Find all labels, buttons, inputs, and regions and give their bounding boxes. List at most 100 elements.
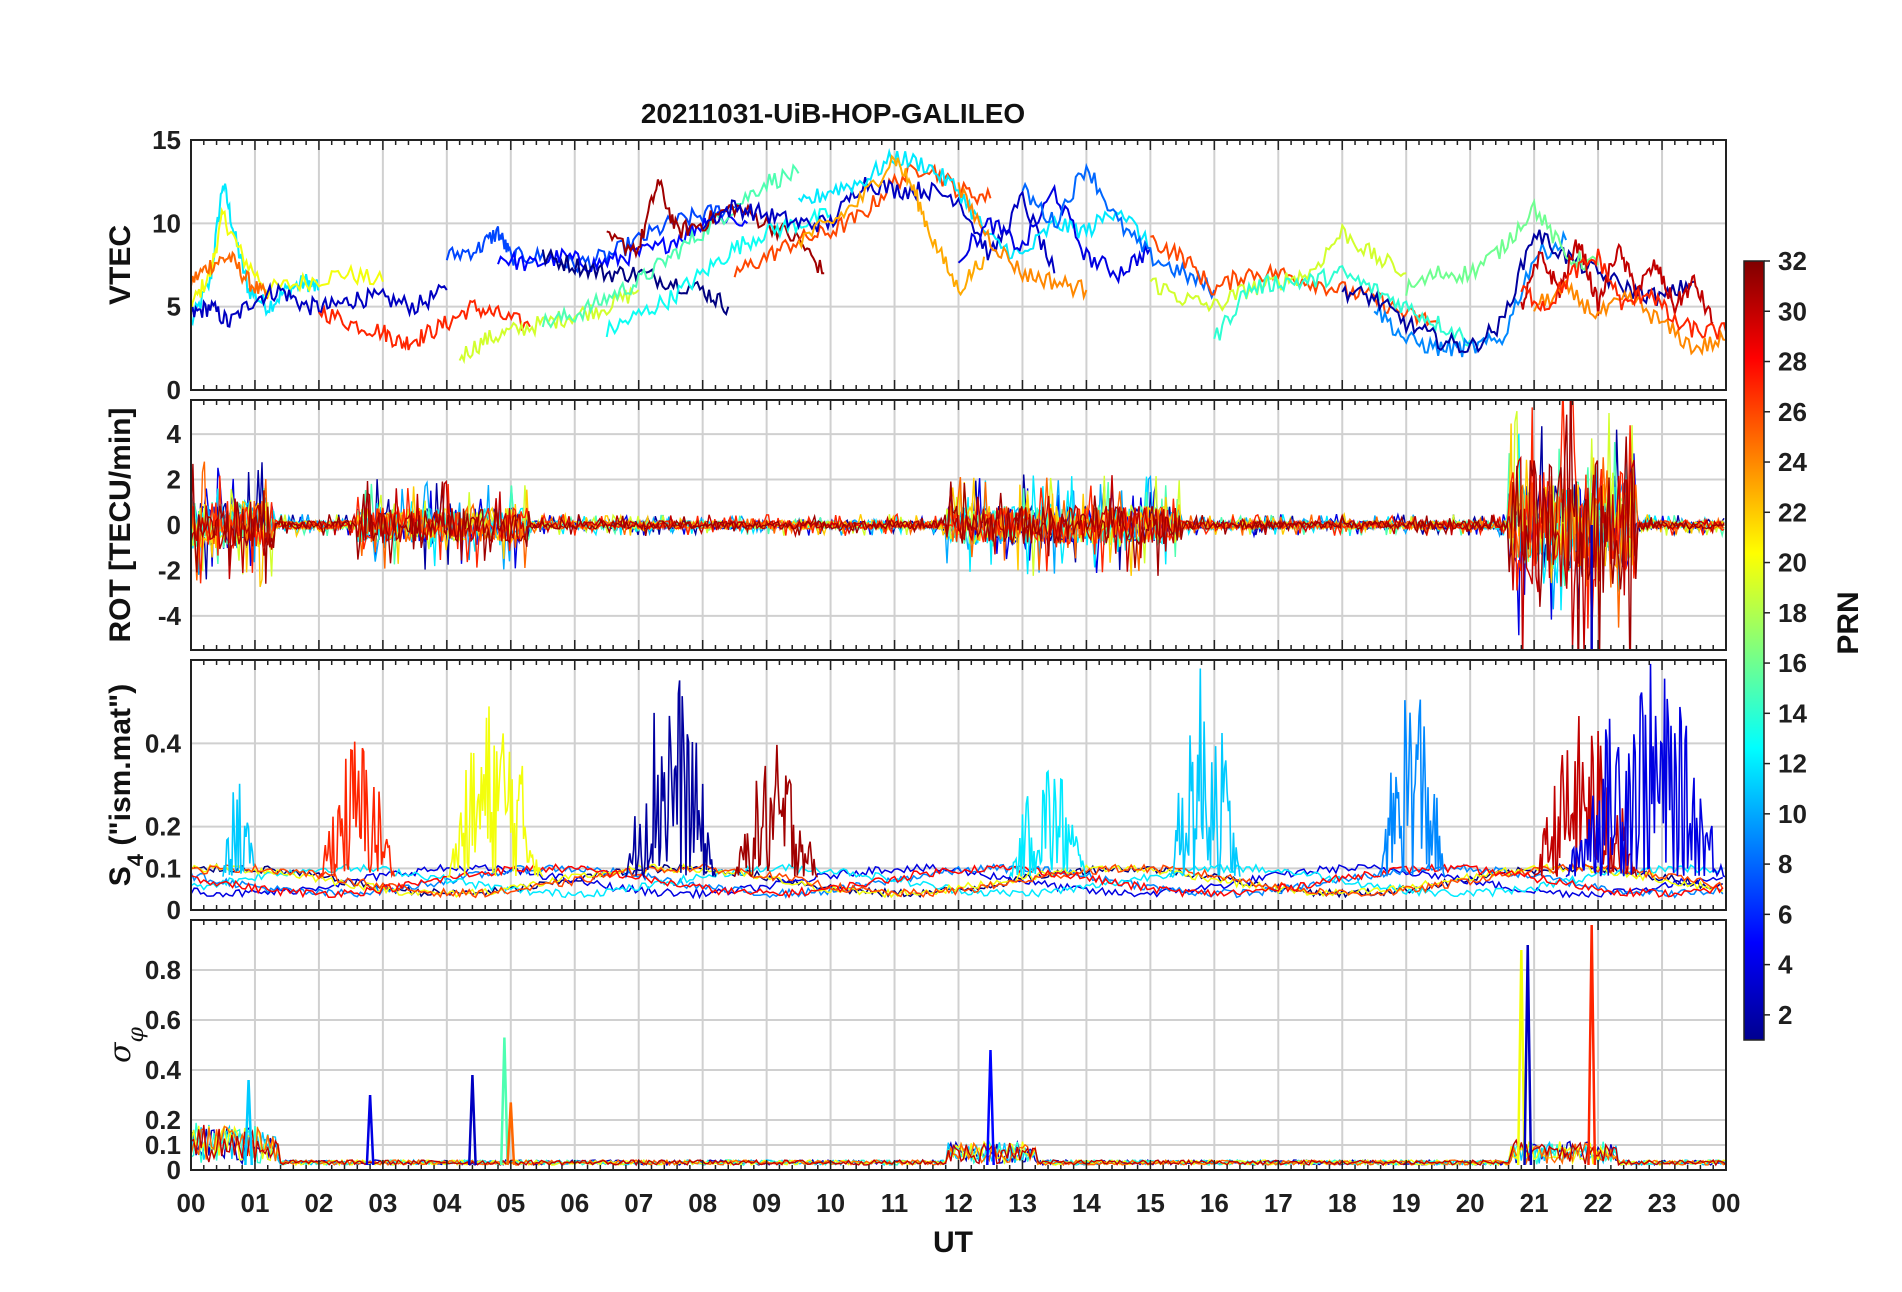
y-tick-label: 2 xyxy=(167,465,181,495)
y-tick-label: 0.6 xyxy=(145,1005,181,1035)
series-line-prn-3 xyxy=(191,282,448,328)
x-tick-label: 07 xyxy=(624,1188,653,1218)
spike-prn-25 xyxy=(506,1102,516,1166)
series-line-prn-13 xyxy=(605,207,832,338)
y-tick-label: 15 xyxy=(152,125,181,155)
colorbar-tick-label: 26 xyxy=(1778,397,1807,427)
panel-vtec: 0 5 10 15 VTEC xyxy=(104,125,1727,405)
series-line-prn-26 xyxy=(733,163,992,278)
x-tick-label: 12 xyxy=(944,1188,973,1218)
series-line-prn-24 xyxy=(1533,279,1726,357)
colorbar-tick-label: 10 xyxy=(1778,799,1807,829)
y-axis-label: S4 ("ism.mat") xyxy=(104,684,148,886)
chart-title: 20211031-UiB-HOP-GALILEO xyxy=(641,98,1025,129)
colorbar-gradient xyxy=(1743,260,1765,1041)
series-line-prn-28 xyxy=(191,863,1724,899)
x-tick-label: 18 xyxy=(1328,1188,1357,1218)
y-tick-label: 4 xyxy=(167,419,182,449)
colorbar-tick-label: 4 xyxy=(1778,950,1793,980)
series-line-prn-31 xyxy=(191,400,1725,650)
x-axis-label: UT xyxy=(933,1226,973,1259)
burst-prn-20 xyxy=(446,706,544,878)
colorbar-tick-label: 2 xyxy=(1778,1000,1792,1030)
series-line-prn-15 xyxy=(541,163,800,329)
colorbar-tick-label: 22 xyxy=(1778,497,1807,527)
y-axis-label: σφ xyxy=(103,1026,149,1062)
x-tick-label: 01 xyxy=(240,1188,269,1218)
y-tick-label: 0 xyxy=(167,1155,181,1185)
plot-area xyxy=(191,147,1726,365)
panel-rot: -4 -2 0 2 4 ROT [TECU/min] xyxy=(104,399,1727,651)
y-axis-label: VTEC xyxy=(104,225,137,305)
colorbar-tick-label: 16 xyxy=(1778,648,1807,678)
gridlines xyxy=(190,139,1727,391)
x-tick-label: 14 xyxy=(1072,1188,1101,1218)
x-tick-label: 15 xyxy=(1136,1188,1165,1218)
y-tick-label: 0 xyxy=(167,895,181,925)
colorbar-tick-label: 20 xyxy=(1778,548,1807,578)
series-line-prn-31 xyxy=(606,178,825,275)
spike-prn-20 xyxy=(1516,949,1526,1166)
colorbar-tick-label: 32 xyxy=(1778,246,1807,276)
spike-prn-27 xyxy=(1587,924,1597,1166)
y-tick-label: 0.1 xyxy=(145,853,181,883)
plot-area xyxy=(191,663,1726,900)
series-line-prn-25 xyxy=(191,250,269,300)
x-tick-label: 10 xyxy=(816,1188,845,1218)
x-tick-label: 00 xyxy=(177,1188,206,1218)
x-tick-label: 09 xyxy=(752,1188,781,1218)
x-tick-label: 02 xyxy=(304,1188,333,1218)
x-tick-label: 08 xyxy=(688,1188,717,1218)
series-line-prn-9 xyxy=(191,863,1724,900)
series-line-prn-26 xyxy=(191,862,1724,899)
series-line-prn-12 xyxy=(797,147,1151,260)
series-line-prn-2 xyxy=(1341,229,1695,354)
colorbar-tick-label: 30 xyxy=(1778,296,1807,326)
spike-prn-5 xyxy=(986,1049,995,1166)
y-tick-label: 0 xyxy=(167,375,181,405)
burst-prn-2 xyxy=(625,680,717,880)
x-tick-label: 17 xyxy=(1264,1188,1293,1218)
colorbar-tick-label: 24 xyxy=(1778,447,1807,477)
series-line-prn-19 xyxy=(458,286,640,365)
colorbar-label: PRN xyxy=(1832,591,1865,654)
y-tick-label: 0.2 xyxy=(145,1105,181,1135)
colorbar-tick-label: 14 xyxy=(1778,698,1807,728)
series-line-prn-1 xyxy=(541,248,730,316)
x-tick-label: 13 xyxy=(1008,1188,1037,1218)
x-tick-label: 23 xyxy=(1648,1188,1677,1218)
series-line-prn-27 xyxy=(1520,248,1726,340)
x-tick-label: 00 xyxy=(1712,1188,1741,1218)
colorbar-tick-label: 12 xyxy=(1778,749,1807,779)
y-axis-label: ROT [TECU/min] xyxy=(104,408,137,643)
x-tick-label: 05 xyxy=(496,1188,525,1218)
series-line-prn-16 xyxy=(1405,198,1600,296)
y-tick-label: 0.1 xyxy=(145,1130,181,1160)
x-tick-label: 22 xyxy=(1584,1188,1613,1218)
colorbar-tick-label: 28 xyxy=(1778,347,1807,377)
y-tick-label: 0.4 xyxy=(145,728,182,758)
burst-prn-12 xyxy=(1008,769,1087,879)
series-line-prn-27 xyxy=(318,298,531,352)
x-tick-label: 11 xyxy=(881,1188,909,1218)
x-tick-label: 21 xyxy=(1520,1188,1549,1218)
y-tick-label: 10 xyxy=(152,208,181,238)
spike-prn-11 xyxy=(244,1079,254,1166)
colorbar-tick-label: 18 xyxy=(1778,598,1807,628)
spike-prn-15 xyxy=(499,1037,509,1166)
burst-prn-31 xyxy=(733,744,818,878)
burst-prn-27 xyxy=(318,741,396,879)
series-line-prn-20 xyxy=(191,206,384,313)
x-tick-label: 04 xyxy=(432,1188,461,1218)
y-tick-label: -4 xyxy=(158,601,182,631)
y-tick-label: 5 xyxy=(167,292,181,322)
x-tick-label: 19 xyxy=(1392,1188,1421,1218)
series-line-prn-19 xyxy=(1149,222,1407,313)
x-tick-label: 20 xyxy=(1456,1188,1485,1218)
series-line-prn-4 xyxy=(957,183,1152,285)
x-tick-label: 06 xyxy=(560,1188,589,1218)
spike-prn-3 xyxy=(467,1074,477,1166)
